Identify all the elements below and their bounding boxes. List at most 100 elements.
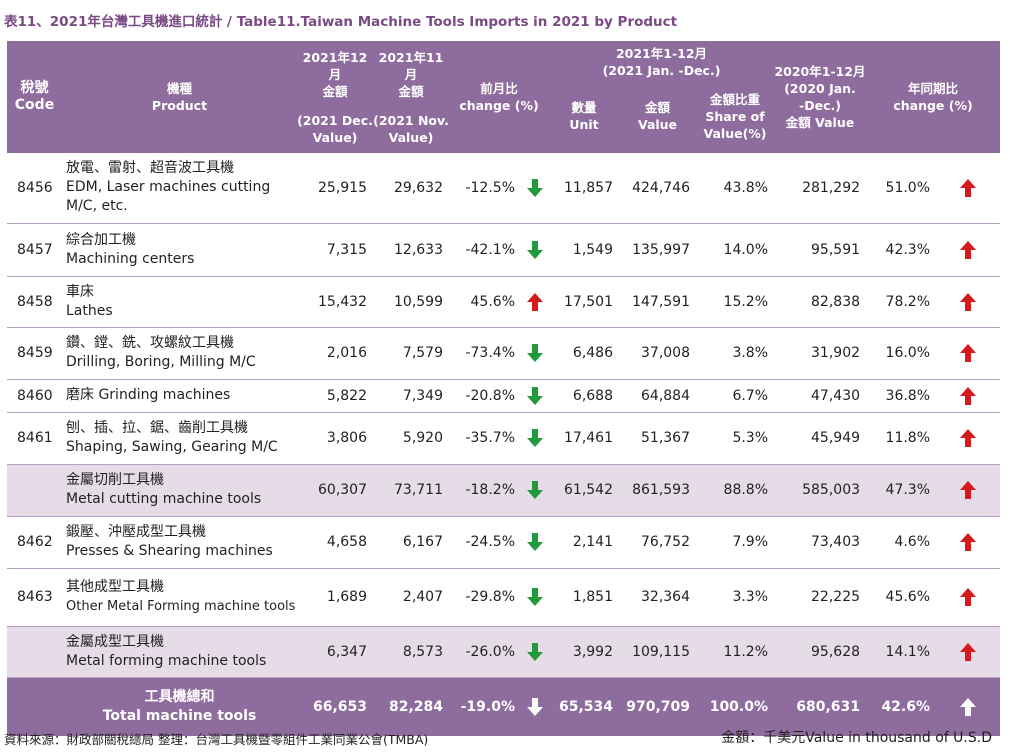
mom-cell: 45.6% xyxy=(449,276,521,328)
product-cell: 其他成型工具機 Other Metal Forming machine tools xyxy=(62,568,297,627)
arrow-up-icon xyxy=(960,429,977,447)
share-cell: 5.3% xyxy=(696,412,775,465)
dec-cell: 1,689 xyxy=(297,568,373,627)
header-value: 金額 Value xyxy=(619,79,696,153)
arrow-down-icon xyxy=(527,178,543,197)
mom-trend-cell xyxy=(521,223,549,277)
yoy-cell: 4.6% xyxy=(866,516,937,569)
yoy-cell: 78.2% xyxy=(866,276,937,328)
header-quantity: 數量 Unit xyxy=(549,79,619,153)
arrow-down-icon xyxy=(527,429,543,447)
yoy-trend-cell xyxy=(936,464,1001,517)
qty-cell: 1,549 xyxy=(549,223,619,277)
prev-cell: 95,628 xyxy=(774,626,867,678)
arrow-up-icon xyxy=(960,344,977,362)
product-label: 磨床 Grinding machines xyxy=(66,387,231,403)
arrow-up-icon xyxy=(527,292,543,311)
value-cell: 861,593 xyxy=(619,464,696,517)
mom-cell: -19.0% xyxy=(449,677,521,736)
arrow-down-icon xyxy=(527,697,543,716)
code-cell: 8460 xyxy=(7,379,62,413)
arrow-up-icon xyxy=(960,697,977,716)
product-cell: 金屬切削工具機 Metal cutting machine tools xyxy=(62,464,297,517)
mom-trend-cell xyxy=(521,379,549,413)
prev-cell: 22,225 xyxy=(774,568,867,627)
dec-cell: 5,822 xyxy=(297,379,373,413)
total-row: 工具機總和 Total machine tools 66,653 82,284 -19.… xyxy=(7,677,1001,736)
share-cell: 3.3% xyxy=(696,568,775,627)
mom-trend-cell xyxy=(521,626,549,678)
nov-cell: 12,633 xyxy=(373,223,449,277)
table-row: 金屬成型工具機 Metal forming machine tools 6,347 8… xyxy=(7,626,1001,678)
product-name-zh: 其他成型工具機 xyxy=(66,579,164,595)
code-cell: 8457 xyxy=(7,223,62,277)
nov-cell: 6,167 xyxy=(373,516,449,569)
product-name-en-cont: M/C, etc. xyxy=(66,198,128,215)
product-name-en: EDM, Laser machines cutting xyxy=(66,179,271,196)
product-name-zh: 工具機總和 xyxy=(144,688,215,705)
code-cell: 8458 xyxy=(7,276,62,328)
prev-cell: 281,292 xyxy=(774,153,867,224)
nov-cell: 7,349 xyxy=(373,379,449,413)
nov-cell: 10,599 xyxy=(373,276,449,328)
product-cell: 磨床 Grinding machines xyxy=(62,379,297,413)
product-cell: 放電、雷射、超音波工具機 EDM, Laser machines cutting M… xyxy=(62,153,297,224)
table-row: 8462 鍛壓、沖壓成型工具機 Presses & Shearing machine… xyxy=(7,516,1001,569)
arrow-up-icon xyxy=(960,292,977,311)
prev-cell: 585,003 xyxy=(774,464,867,517)
nov-cell: 29,632 xyxy=(373,153,449,224)
share-cell: 11.2% xyxy=(696,626,775,678)
product-cell: 車床 Lathes xyxy=(62,276,297,328)
value-cell: 424,746 xyxy=(619,153,696,224)
product-cell: 鍛壓、沖壓成型工具機 Presses & Shearing machines xyxy=(62,516,297,569)
product-cell: 金屬成型工具機 Metal forming machine tools xyxy=(62,626,297,678)
header-row-bottom: 數量 Unit 金額 Value 金額比重 Share of Value(%) xyxy=(7,79,1000,153)
dec-cell: 7,315 xyxy=(297,223,373,277)
value-cell: 135,997 xyxy=(619,223,696,277)
yoy-cell: 51.0% xyxy=(866,153,937,224)
mom-cell: -29.8% xyxy=(449,568,521,627)
product-cell: 鑽、鏜、銑、攻螺紋工具機 Drilling, Boring, Milling M/… xyxy=(62,327,297,380)
header-row-top: 稅號 Code 機種 Product 2021年12月 金額 (2021 Dec… xyxy=(7,41,1001,153)
product-name-en: Shaping, Sawing, Gearing M/C xyxy=(66,439,278,455)
value-cell: 76,752 xyxy=(619,516,696,569)
arrow-up-icon xyxy=(960,386,977,405)
yoy-trend-cell xyxy=(936,412,1001,465)
qty-cell: 61,542 xyxy=(549,464,619,517)
nov-cell: 2,407 xyxy=(373,568,449,627)
qty-cell: 1,851 xyxy=(549,568,619,627)
mom-trend-cell xyxy=(521,677,549,736)
table-body: 8456 放電、雷射、超音波工具機 EDM, Laser machines cutt… xyxy=(7,153,1001,736)
prev-cell: 680,631 xyxy=(774,677,867,736)
table-row: 8461 刨、插、拉、鋸、齒削工具機 Shaping, Sawing, Gearin… xyxy=(7,412,1001,465)
yoy-trend-cell xyxy=(936,327,1001,380)
yoy-cell: 42.6% xyxy=(866,677,937,736)
header-2021-group: 2021年1-12月 (2021 Jan. -Dec.) xyxy=(549,41,775,79)
share-cell: 6.7% xyxy=(696,379,775,413)
dec-cell: 66,653 xyxy=(297,677,373,736)
value-cell: 147,591 xyxy=(619,276,696,328)
nov-cell: 73,711 xyxy=(373,464,449,517)
header-nov-value: 2021年11月 金額 (2021 Nov. Value) xyxy=(373,41,449,153)
mom-cell: -18.2% xyxy=(449,464,521,517)
code-cell: 8456 xyxy=(7,153,62,224)
value-cell: 64,884 xyxy=(619,379,696,413)
value-cell: 109,115 xyxy=(619,626,696,678)
yoy-trend-cell xyxy=(936,516,1001,569)
share-cell: 3.8% xyxy=(696,327,775,380)
qty-cell: 6,688 xyxy=(549,379,619,413)
dec-cell: 15,432 xyxy=(297,276,373,328)
yoy-cell: 11.8% xyxy=(866,412,937,465)
code-cell xyxy=(7,677,62,736)
mom-trend-cell xyxy=(521,327,549,380)
product-name-en: Machining centers xyxy=(66,250,195,267)
qty-cell: 65,534 xyxy=(549,677,619,736)
product-name-zh: 金屬成型工具機 xyxy=(66,633,164,650)
mom-cell: -26.0% xyxy=(449,626,521,678)
yoy-cell: 16.0% xyxy=(866,327,937,380)
header-2020-value: 2020年1-12月 (2020 Jan. -Dec.) 金額 Value xyxy=(774,41,867,153)
product-cell: 工具機總和 Total machine tools xyxy=(62,677,297,736)
arrow-down-icon xyxy=(527,344,543,362)
mom-cell: -12.5% xyxy=(449,153,521,224)
prev-cell: 45,949 xyxy=(774,412,867,465)
